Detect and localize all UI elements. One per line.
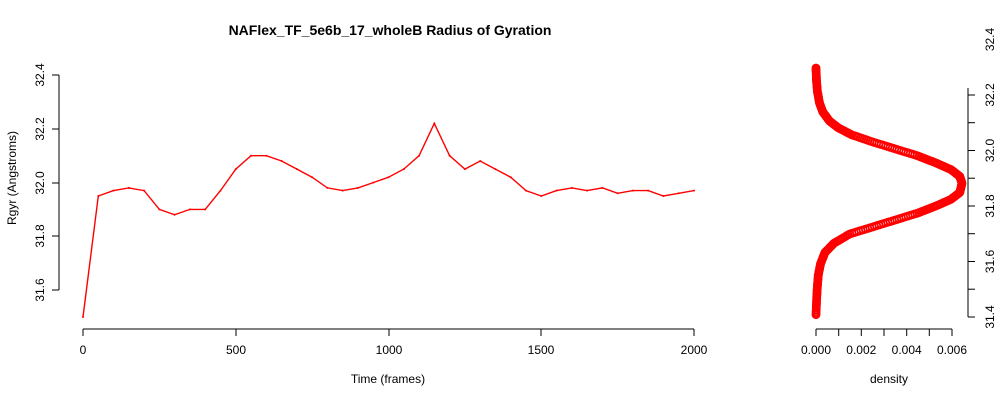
rgyr-point bbox=[112, 189, 115, 192]
density-point bbox=[811, 63, 821, 73]
rgyr-point bbox=[616, 192, 619, 195]
x-tick-label: 2000 bbox=[681, 343, 708, 357]
rgyr-point bbox=[280, 160, 283, 162]
rgyr-point bbox=[127, 186, 130, 189]
y-tick-label: 32.2 bbox=[33, 117, 47, 141]
rgyr-series-layer bbox=[82, 121, 695, 318]
density-y-axis: 31.4 31.6 31.8 32.0 32.2 32.4 bbox=[967, 27, 997, 329]
rgyr-point bbox=[662, 195, 665, 197]
rgyr-point bbox=[356, 186, 359, 189]
rgyr-point bbox=[372, 181, 375, 184]
main-x-axis: 0 500 1000 1500 2000 bbox=[80, 328, 708, 357]
x-tick-label: 0 bbox=[80, 343, 87, 357]
rgyr-point bbox=[326, 186, 329, 189]
y-tick-label: 31.8 bbox=[33, 224, 47, 248]
rgyr-point bbox=[311, 176, 314, 179]
density-x-tick-label: 0.002 bbox=[846, 343, 876, 357]
rgyr-point bbox=[82, 316, 84, 318]
density-axis-label: density bbox=[870, 372, 908, 386]
rgyr-point bbox=[525, 189, 527, 192]
density-y-tick-label: 31.6 bbox=[983, 249, 997, 273]
density-y-tick-label: 32.0 bbox=[983, 138, 997, 162]
density-x-tick-label: 0.006 bbox=[937, 343, 967, 357]
rgyr-point bbox=[555, 189, 558, 192]
rgyr-point bbox=[631, 189, 634, 192]
y-tick-label: 31.6 bbox=[33, 278, 47, 302]
rgyr-point bbox=[265, 154, 268, 157]
rgyr-point bbox=[509, 176, 512, 179]
rgyr-series-line bbox=[82, 121, 695, 318]
rgyr-point bbox=[418, 154, 421, 157]
rgyr-point bbox=[158, 208, 161, 211]
rgyr-point bbox=[540, 195, 543, 197]
density-y-tick-label: 32.4 bbox=[983, 27, 997, 51]
x-tick-label: 500 bbox=[226, 343, 246, 357]
density-x-axis: 0.000 0.002 0.004 0.006 bbox=[801, 328, 967, 357]
rgyr-point bbox=[188, 208, 191, 211]
rgyr-point bbox=[204, 208, 207, 211]
y-axis-label: Rgyr (Angstroms) bbox=[5, 131, 19, 225]
rgyr-point bbox=[341, 189, 344, 192]
density-y-tick-label: 31.8 bbox=[983, 194, 997, 218]
rgyr-point bbox=[387, 176, 390, 179]
rgyr-point bbox=[97, 195, 100, 197]
rgyr-point bbox=[295, 168, 298, 171]
rgyr-point bbox=[586, 189, 589, 192]
rgyr-point bbox=[219, 189, 222, 192]
rgyr-point bbox=[479, 160, 482, 162]
x-axis-label: Time (frames) bbox=[351, 372, 425, 386]
density-x-tick-label: 0.004 bbox=[892, 343, 922, 357]
rgyr-point bbox=[693, 189, 695, 192]
rgyr-point bbox=[173, 213, 176, 216]
rgyr-point bbox=[143, 189, 146, 192]
rgyr-point bbox=[647, 189, 650, 192]
rgyr-point bbox=[433, 122, 436, 125]
rgyr-point bbox=[234, 168, 237, 171]
rgyr-point bbox=[494, 168, 497, 171]
y-tick-label: 32.4 bbox=[33, 63, 47, 87]
density-series-layer bbox=[811, 63, 967, 320]
rgyr-point bbox=[601, 186, 604, 189]
rgyr-point bbox=[448, 154, 451, 157]
density-y-tick-label: 32.2 bbox=[983, 83, 997, 107]
density-y-tick-label: 31.4 bbox=[983, 305, 997, 329]
rgyr-point bbox=[250, 154, 252, 157]
main-y-axis: 31.6 31.8 32.0 32.2 32.4 bbox=[33, 63, 60, 302]
density-x-tick-label: 0.000 bbox=[801, 343, 831, 357]
x-tick-label: 1500 bbox=[528, 343, 555, 357]
chart-title: NAFlex_TF_5e6b_17_wholeB Radius of Gyrat… bbox=[229, 22, 552, 38]
rgyr-point bbox=[570, 186, 573, 189]
rgyr-point bbox=[463, 168, 466, 171]
x-tick-label: 1000 bbox=[376, 343, 403, 357]
rgyr-point bbox=[402, 168, 405, 171]
y-tick-label: 32.0 bbox=[33, 171, 47, 195]
rgyr-point bbox=[677, 192, 680, 195]
